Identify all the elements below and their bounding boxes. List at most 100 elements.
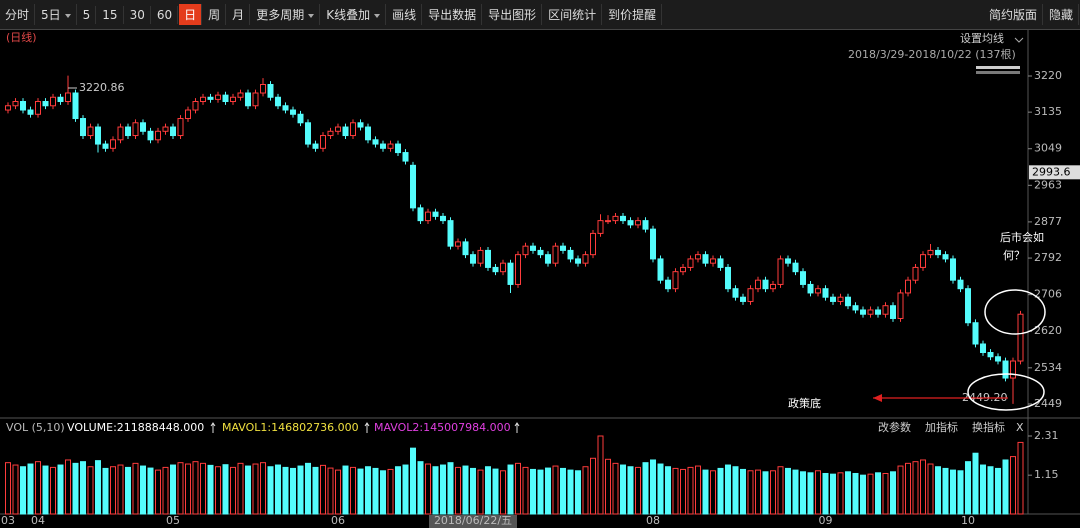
vol-button[interactable]: 换指标	[972, 420, 1005, 434]
toolbar-item[interactable]: 隐藏	[1044, 4, 1079, 25]
candle-body	[942, 254, 949, 260]
candle-body	[1017, 313, 1024, 362]
candle-body	[762, 279, 769, 290]
x-tick-label: 06	[331, 514, 345, 527]
volume-bar	[200, 462, 206, 515]
x-tick-label: 05	[166, 514, 180, 527]
volume-bar	[72, 462, 79, 515]
volume-bar	[860, 474, 866, 515]
candle-body	[162, 126, 169, 132]
volume-bar	[987, 466, 994, 515]
candle-body	[912, 266, 919, 281]
period-label: (日线)	[6, 30, 37, 44]
arrow-head	[873, 394, 882, 402]
y-tick-label: 2534	[1034, 361, 1062, 374]
candle-body	[417, 207, 424, 222]
toolbar-item[interactable]: 30	[125, 5, 151, 24]
toolbar-item[interactable]: 简约版面	[984, 4, 1043, 25]
volume-bar	[110, 466, 116, 515]
toolbar-item[interactable]: 导出数据	[423, 4, 483, 25]
volume-bar	[485, 466, 491, 515]
candle-body	[395, 143, 401, 154]
y-tick-label: 3135	[1034, 105, 1062, 118]
toolbar-item[interactable]: 区间统计	[543, 4, 603, 25]
volume-bar	[192, 461, 199, 515]
candle-body	[822, 288, 829, 298]
volume-bar	[642, 462, 649, 515]
toolbar-item[interactable]: 60	[152, 5, 179, 24]
candle-body	[800, 271, 806, 285]
toolbar-item[interactable]: 5	[78, 5, 97, 24]
candle-body	[500, 262, 506, 273]
x-tick-label: 04	[31, 514, 45, 527]
volume-bar	[357, 468, 364, 515]
candle-body	[680, 266, 686, 273]
volume-bar	[410, 447, 416, 515]
candle-body	[590, 232, 596, 256]
candle-body	[402, 152, 409, 162]
toolbar-item[interactable]: 月	[227, 4, 251, 25]
volume-bar	[372, 467, 379, 515]
volume-bar	[702, 469, 709, 515]
candle-body	[965, 288, 971, 324]
candle-body	[672, 271, 679, 290]
toolbar-item[interactable]: 画线	[387, 4, 423, 25]
volume-bar	[725, 464, 731, 515]
volume-bar	[140, 465, 146, 515]
candle-body	[785, 258, 791, 264]
volume-bar	[207, 464, 214, 515]
volume-bar	[800, 471, 806, 515]
toolbar-item[interactable]: 导出图形	[483, 4, 543, 25]
ma-setting[interactable]: 设置均线	[960, 31, 1004, 45]
vol-close[interactable]: X	[1016, 421, 1024, 434]
candle-body	[935, 249, 941, 256]
candle-body	[297, 113, 304, 124]
candle-body	[455, 241, 461, 247]
candle-body	[1002, 360, 1009, 379]
volume-bar	[882, 472, 889, 515]
candle-body	[725, 266, 731, 290]
volume-bar	[597, 435, 604, 515]
candle-body	[327, 130, 334, 137]
toolbar-item[interactable]: 15	[97, 5, 124, 24]
candle-body	[927, 249, 934, 256]
question-line: 后市会如	[1000, 230, 1044, 244]
candle-body	[567, 249, 574, 260]
toolbar-item[interactable]: 日	[179, 4, 203, 25]
volume-bar	[95, 460, 101, 515]
volume-bar	[387, 468, 394, 515]
toolbar-item[interactable]: 周	[203, 4, 227, 25]
policy-bottom: 政策底	[788, 396, 821, 410]
volume-bar	[807, 472, 814, 515]
volume-bar	[462, 465, 469, 515]
vol-button[interactable]: 改参数	[878, 420, 911, 434]
mavol2: MAVOL2:145007984.000	[374, 421, 511, 434]
price-marker-label: 2993.6	[1032, 165, 1071, 178]
candle-body	[957, 279, 964, 290]
candle-body	[905, 279, 911, 294]
candle-body	[642, 220, 649, 230]
toolbar-item[interactable]: K线叠加	[321, 4, 387, 25]
x-tick-label: 2018/06/22/五	[434, 514, 512, 527]
candle-body	[5, 105, 11, 111]
y-tick-label: 3220	[1034, 69, 1062, 82]
candle-body	[27, 109, 34, 115]
toolbar-item[interactable]: 5日	[36, 4, 77, 25]
candle-body	[882, 305, 889, 315]
candle-body	[755, 279, 761, 290]
vol-button[interactable]: 加指标	[925, 420, 958, 434]
candle-body	[717, 258, 724, 268]
volume-bar	[117, 464, 124, 515]
volume-bar	[42, 465, 49, 515]
candle-body	[492, 266, 499, 273]
volume-bar	[132, 462, 139, 515]
volume-bar	[920, 459, 926, 515]
candle-body	[522, 245, 529, 256]
candle-body	[95, 126, 101, 145]
volume-bar	[695, 465, 701, 515]
toolbar-item[interactable]: 分时	[0, 4, 36, 25]
toolbar-item[interactable]: 到价提醒	[603, 4, 663, 25]
volume-bar	[57, 464, 64, 515]
volume-bar	[710, 470, 716, 515]
toolbar-item[interactable]: 更多周期	[251, 4, 321, 25]
